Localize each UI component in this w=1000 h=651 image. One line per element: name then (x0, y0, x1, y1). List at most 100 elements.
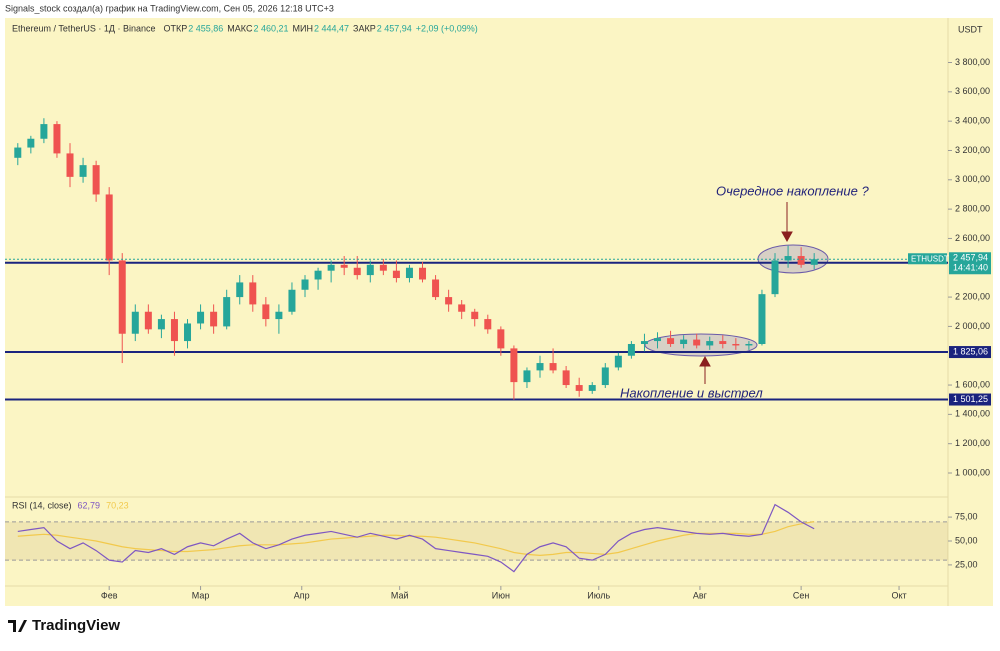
candle-body (640, 341, 648, 344)
candle-body (549, 363, 557, 371)
y-tick-label: 1 000,00 (955, 467, 990, 477)
candle-body (314, 270, 322, 280)
rsi-line (17, 521, 815, 556)
x-tick-label: Окт (891, 590, 906, 600)
candle-body (105, 194, 113, 261)
rsi-title: RSI (14, close) (12, 500, 72, 510)
candle-body (680, 339, 688, 344)
chart-background (5, 18, 993, 606)
candle-body (588, 385, 596, 391)
y-tick-label: 2 000,00 (955, 321, 990, 331)
countdown: 14:41:40 (953, 263, 988, 273)
candle-body (144, 311, 152, 330)
candle-body (210, 311, 218, 327)
candle-body (288, 289, 296, 312)
rsi-value: 70,23 (106, 500, 129, 510)
ohlc-value: 2 460,21 (253, 23, 288, 33)
x-tick-label: Апр (294, 590, 310, 600)
candle-body (719, 341, 727, 344)
rsi-band (5, 521, 948, 561)
attribution: Signals_stock создал(а) график на Tradin… (5, 3, 334, 13)
ohlc-name: ОТКР (164, 23, 188, 33)
candle-body (627, 343, 635, 356)
y-tick-label: 3 000,00 (955, 174, 990, 184)
candle-body (366, 264, 374, 276)
level-label-box (949, 393, 991, 406)
candle-body (601, 367, 609, 386)
candle-body (497, 329, 505, 349)
candle-body (797, 256, 805, 265)
y-tick-label: 75,00 (955, 511, 978, 521)
y-tick-label: 2 600,00 (955, 233, 990, 243)
candle-body (327, 264, 335, 271)
x-tick-label: Июль (587, 590, 610, 600)
candle-body (432, 279, 440, 298)
ohlc-name: ЗАКР (353, 23, 376, 33)
ohlc-value: 2 457,94 (377, 23, 412, 33)
candle-body (693, 339, 701, 346)
ohlc-value: 2 455,86 (188, 23, 223, 33)
candle-body (170, 319, 178, 342)
candle-body (157, 319, 165, 330)
candle-body (14, 147, 22, 158)
candle-body (458, 304, 466, 312)
brand-logo: TradingView (8, 617, 120, 634)
x-tick-label: Фев (101, 590, 118, 600)
candle-body (353, 267, 361, 276)
level-label: 1 825,06 (953, 346, 988, 356)
candle-body (79, 165, 87, 177)
symbol-tag-box (908, 253, 947, 265)
candle-body (745, 343, 753, 346)
candle-body (562, 370, 570, 386)
y-tick-label: 3 200,00 (955, 145, 990, 155)
last-price-label: 2 457,94 (953, 253, 988, 263)
candle-body (236, 282, 244, 298)
candle-body (92, 165, 100, 195)
ohlc-name: МАКС (227, 23, 253, 33)
candle-body (771, 260, 779, 295)
annotation: Очередное накопление ? (716, 183, 869, 198)
candle-body (523, 370, 531, 383)
candle-body (262, 304, 270, 320)
price-change: +2,09 (+0,09%) (416, 23, 478, 33)
y-tick-label: 3 400,00 (955, 116, 990, 126)
x-tick-label: Сен (793, 590, 810, 600)
level-label-box (949, 346, 991, 359)
candle-body (223, 297, 231, 327)
candle-body (53, 124, 61, 154)
candle-body (575, 385, 583, 391)
brand: TradingView (32, 617, 120, 634)
candle-body (445, 297, 453, 305)
symbol-tag: ETHUSDT (911, 254, 949, 263)
y-tick-label: 25,00 (955, 559, 978, 569)
x-tick-label: Май (391, 590, 409, 600)
candle-body (131, 311, 139, 334)
last-price-box (949, 252, 991, 275)
candle-body (471, 311, 479, 320)
y-tick-label: 3 600,00 (955, 86, 990, 96)
candle-body (706, 341, 714, 346)
candle-body (510, 348, 518, 383)
rsi-value: 62,79 (78, 500, 101, 510)
candle-body (732, 343, 740, 346)
candle-body (40, 124, 48, 139)
candle-body (340, 264, 348, 268)
candle-body (197, 311, 205, 324)
y-tick-label: 2 800,00 (955, 203, 990, 213)
candle-body (184, 323, 192, 342)
annotation: Накопление и выстрел (620, 385, 763, 400)
currency: USDT (958, 24, 983, 34)
candle-body (654, 338, 662, 342)
rsi-line (17, 503, 815, 573)
candle-body (484, 319, 492, 330)
y-tick-label: 3 800,00 (955, 57, 990, 67)
candle-body (379, 264, 387, 271)
candle-body (536, 363, 544, 371)
y-tick-label: 1 200,00 (955, 438, 990, 448)
y-tick-label: 2 200,00 (955, 291, 990, 301)
y-tick-label: 1 400,00 (955, 409, 990, 419)
candle-body (419, 267, 427, 280)
candle-body (301, 279, 309, 290)
candle-body (275, 311, 283, 320)
